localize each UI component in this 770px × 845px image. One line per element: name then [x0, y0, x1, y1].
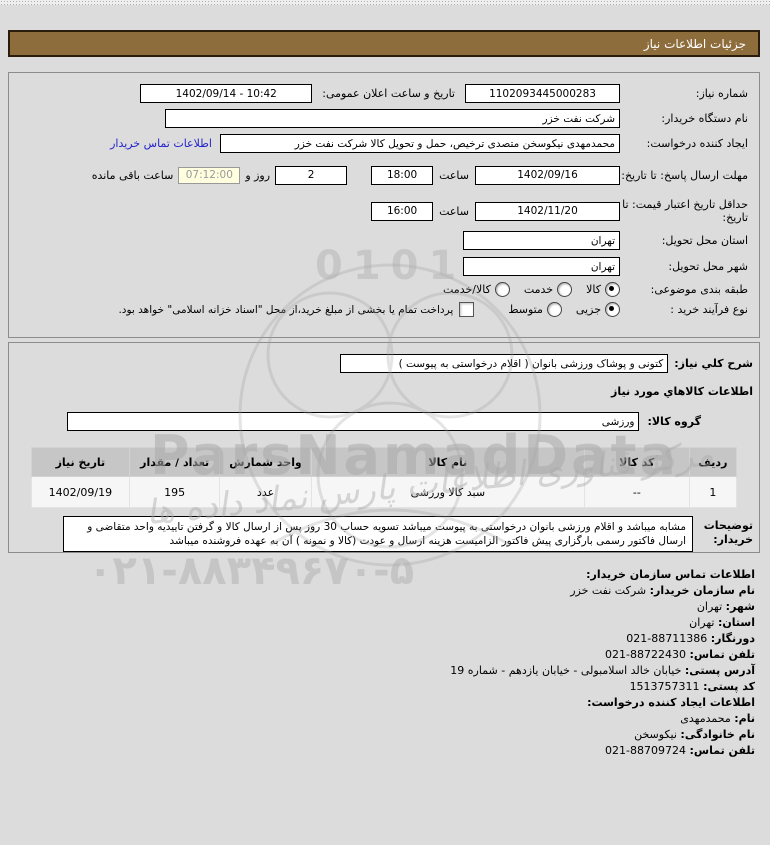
validity-hour-label: ساعت — [439, 204, 469, 218]
cell-goods-name: سبد کالا ورزشی — [310, 476, 586, 508]
cell-unit: عدد — [219, 476, 312, 508]
need-summary-label: شرح کلي نياز: — [674, 357, 753, 370]
creator-last-name: نام خانوادگی: نیکوسخن — [634, 728, 755, 741]
col-header-need-date: تاریخ نیاز — [31, 447, 130, 477]
price-validity-date-input[interactable]: 1402/11/20 — [475, 201, 620, 221]
goods-info-panel: شرح کلي نياز: کتونی و پوشاک ورزشی بانوان… — [8, 342, 760, 553]
contact-org-name: نام سازمان خریدار: شرکت نفت خزر — [570, 584, 755, 597]
col-header-quantity: تعداد / مقدار — [128, 447, 221, 477]
announce-label: تاریخ و ساعت اعلان عمومی: — [322, 87, 455, 100]
price-validity-row: حداقل تاریخ اعتبار قیمت: تا تاریخ: 1402/… — [20, 195, 748, 227]
contact-phone: تلفن تماس: 88722430-021 — [605, 648, 755, 661]
buyer-notes-row: توضیحات خریدار: مشابه میباشد و اقلام ورز… — [15, 516, 753, 552]
cell-row-number: 1 — [688, 476, 738, 508]
contact-postal-address: آدرس پستی: خیابان خالد اسلامبولی - خیابا… — [450, 664, 755, 677]
process-option-medium-label: متوسط — [508, 303, 543, 316]
page-title-bar: جزئیات اطلاعات نیاز — [8, 30, 760, 57]
cell-quantity: 195 — [128, 476, 221, 508]
subject-classification-row: طبقه بندی موضوعی: کالا خدمت کالا/خدمت — [20, 282, 748, 297]
creator-phone: تلفن تماس: 88709724-021 — [605, 744, 755, 757]
creator-section-header: اطلاعات ایجاد کننده درخواست: — [587, 696, 755, 709]
need-summary-row: شرح کلي نياز: کتونی و پوشاک ورزشی بانوان… — [15, 354, 753, 373]
col-header-unit: واحد شمارش — [219, 447, 312, 477]
need-info-panel: شماره نیاز: 1102093445000283 تاریخ و ساع… — [8, 72, 760, 338]
goods-section-title: اطلاعات کالاهاي مورد نياز — [611, 385, 753, 398]
classification-option-goods-label: کالا — [586, 283, 601, 296]
delivery-province-row: استان محل تحویل: تهران — [20, 231, 748, 250]
announce-datetime-input[interactable]: 1402/09/14 - 10:42 — [140, 84, 313, 103]
classification-option-service-label: خدمت — [523, 283, 554, 296]
goods-table-row: 1 -- سبد کالا ورزشی عدد 195 1402/09/19 — [31, 476, 738, 508]
request-creator-label: ایجاد کننده درخواست: — [646, 137, 748, 150]
deadline-hour-label: ساعت — [439, 168, 469, 182]
contact-fax: دورنگار: 88711386-021 — [626, 632, 755, 645]
goods-group-row: گروه کالا: ورزشی — [15, 412, 753, 431]
process-radio-minor[interactable] — [605, 302, 620, 317]
classification-radio-goods-service[interactable] — [494, 282, 510, 297]
creator-first-name: نام: محمدمهدی — [680, 712, 755, 725]
purchase-process-row: نوع فرآیند خرید : جزیی متوسط پرداخت تمام… — [20, 302, 748, 317]
delivery-province-input[interactable]: تهران — [463, 231, 620, 250]
process-option-minor-label: جزیی — [575, 303, 601, 316]
response-deadline-date-input[interactable]: 1402/09/16 — [475, 165, 620, 185]
delivery-province-label: استان محل تحویل: — [661, 234, 748, 247]
response-deadline-label: مهلت ارسال پاسخ: تا تاریخ: — [621, 168, 748, 182]
delivery-city-row: شهر محل تحویل: تهران — [20, 257, 748, 276]
process-radio-medium[interactable] — [546, 302, 562, 317]
col-header-goods-code: کد کالا — [584, 447, 690, 477]
response-deadline-row: مهلت ارسال پاسخ: تا تاریخ: 1402/09/16 سا… — [20, 159, 748, 191]
goods-group-label: گروه کالا: — [647, 415, 701, 428]
contact-province: استان: تهران — [689, 616, 755, 629]
need-number-row: شماره نیاز: 1102093445000283 تاریخ و ساع… — [20, 84, 748, 103]
request-creator-row: ایجاد کننده درخواست: محمدمهدی نیکوسخن مت… — [20, 134, 748, 153]
classification-radio-goods[interactable] — [605, 282, 620, 297]
contact-city: شهر: تهران — [696, 600, 755, 613]
days-and-label: روز و — [245, 168, 271, 182]
delivery-city-label: شهر محل تحویل: — [668, 260, 748, 273]
col-header-goods-name: نام کالا — [310, 447, 586, 477]
contact-section-header: اطلاعات تماس سازمان خریدار: — [586, 568, 755, 581]
buyer-org-row: نام دستگاه خریدار: شرکت نفت خزر — [20, 109, 748, 128]
buyer-org-input[interactable]: شرکت نفت خزر — [165, 109, 620, 128]
hours-remaining-label: ساعت باقی مانده — [91, 168, 174, 182]
page-title: جزئیات اطلاعات نیاز — [643, 36, 746, 51]
goods-table-header-row: ردیف کد کالا نام کالا واحد شمارش تعداد /… — [31, 447, 738, 477]
cell-goods-code: -- — [584, 476, 690, 508]
subject-classification-label: طبقه بندی موضوعی: — [650, 283, 748, 296]
need-number-input[interactable]: 1102093445000283 — [465, 84, 620, 103]
col-header-row-number: ردیف — [688, 447, 738, 477]
buyer-org-label: نام دستگاه خریدار: — [661, 112, 748, 125]
price-validity-time-input[interactable]: 16:00 — [371, 201, 434, 221]
buyer-notes-box[interactable]: مشابه میباشد و اقلام ورزشی بانوان درخواس… — [63, 516, 693, 552]
buyer-notes-label: توضیحات خریدار: — [703, 519, 753, 546]
delivery-city-input[interactable]: تهران — [463, 257, 620, 276]
contact-postal-code: کد پستی: 1513757311 — [629, 680, 755, 693]
remaining-days-input[interactable]: 2 — [275, 165, 348, 185]
response-deadline-time-input[interactable]: 18:00 — [371, 165, 434, 185]
price-validity-label: حداقل تاریخ اعتبار قیمت: تا تاریخ: — [622, 198, 748, 224]
purchase-process-label: نوع فرآیند خرید : — [670, 303, 748, 316]
watermark-phone-number: ۰۲۱-۸۸۳۴۹۶۷۰-۵ — [88, 548, 415, 594]
need-summary-box[interactable]: کتونی و پوشاک ورزشی بانوان ( اقلام درخوا… — [340, 354, 669, 373]
request-creator-input[interactable]: محمدمهدی نیکوسخن متصدی ترخیص، حمل و تحوی… — [220, 134, 620, 153]
treasury-payment-checkbox[interactable] — [459, 302, 475, 317]
remaining-time-countdown: 07:12:00 — [178, 166, 241, 184]
buyer-contact-link[interactable]: اطلاعات تماس خریدار — [110, 137, 212, 150]
classification-radio-service[interactable] — [557, 282, 573, 297]
need-number-label: شماره نیاز: — [695, 87, 748, 100]
goods-group-input[interactable]: ورزشی — [67, 412, 640, 431]
cell-need-date: 1402/09/19 — [31, 476, 130, 508]
buyer-contact-section: اطلاعات تماس سازمان خریدار: نام سازمان خ… — [450, 567, 755, 759]
page-top-texture — [0, 0, 770, 5]
goods-table: ردیف کد کالا نام کالا واحد شمارش تعداد /… — [31, 447, 738, 508]
treasury-payment-note: پرداخت تمام یا بخشی از مبلغ خرید،از محل … — [118, 303, 454, 316]
classification-option-goods-service-label: کالا/خدمت — [443, 283, 491, 296]
